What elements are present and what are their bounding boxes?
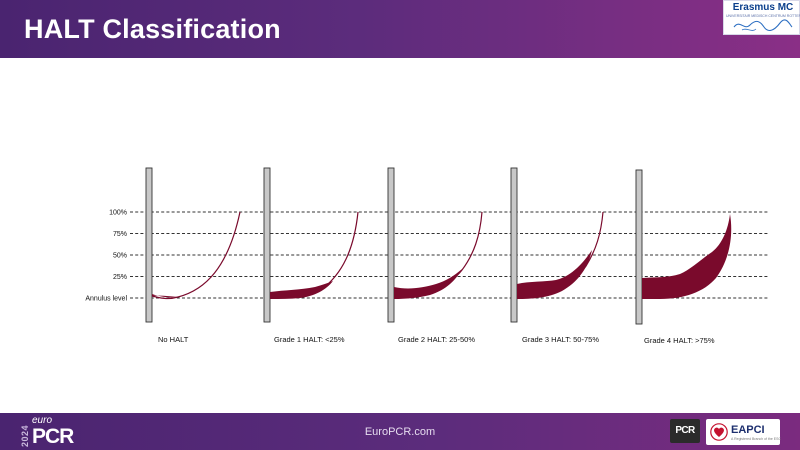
script-signature-icon [733,19,793,32]
level-label-75: 75% [113,231,127,238]
stent-frame [510,167,518,323]
grade-label: Grade 2 HALT: 25-50% [398,335,475,344]
grade-label: Grade 3 HALT: 50-75% [522,335,599,344]
footer-brand-top: euro [32,415,53,426]
footer-year: 2024 [20,424,30,447]
panel-no-halt: No HALT [145,167,241,344]
leaflet [151,211,241,300]
heart-icon [710,423,728,441]
eapci-subtext: A Registered Branch of the ESC [731,437,781,441]
level-guidelines [130,211,768,299]
footer-brand-main: PCR [32,425,74,448]
stent-frame [387,167,395,323]
panel-grade-2: Grade 2 HALT: 25-50% [387,167,483,344]
level-label-50: 50% [113,253,127,260]
thrombus [394,269,462,299]
panel-grade-1: Grade 1 HALT: <25% [263,167,359,344]
panel-grade-4: Grade 4 HALT: >75% [635,169,732,345]
pcr-badge-text: PCR [675,425,695,436]
page-title: HALT Classification [24,14,281,44]
erasmus-mc-logo: Erasmus MC UNIVERSITAIR MEDISCH CENTRUM … [723,0,800,35]
grade-label: No HALT [158,335,189,344]
thrombus-thin [152,294,178,298]
level-label-25: 25% [113,274,127,281]
logo-name: Erasmus MC [732,2,794,13]
panel-grade-3: Grade 3 HALT: 50-75% [510,167,604,344]
grade-label: Grade 4 HALT: >75% [644,336,715,345]
thrombus [517,250,592,299]
level-label-100: 100% [109,210,127,217]
pcr-badge-logo: PCR [670,419,700,443]
stent-frame [635,169,643,325]
footer-bar: 2024 euro PCR EuroPCR.com PCR EAPCI A Re… [0,413,800,450]
logo-tagline: UNIVERSITAIR MEDISCH CENTRUM ROTTERDAM [726,14,800,18]
level-label-annulus: Annulus level [85,296,127,303]
eapci-logo: EAPCI A Registered Branch of the ESC [706,419,781,445]
grade-label: Grade 1 HALT: <25% [274,335,345,344]
header-bar: HALT Classification Erasmus MC UNIVERSIT… [0,0,800,58]
eapci-text: EAPCI [731,424,765,436]
thrombus [642,214,732,299]
thrombus [270,281,333,299]
stent-frame [145,167,153,323]
stent-frame [263,167,271,323]
footer-url-link[interactable]: EuroPCR.com [364,426,436,438]
